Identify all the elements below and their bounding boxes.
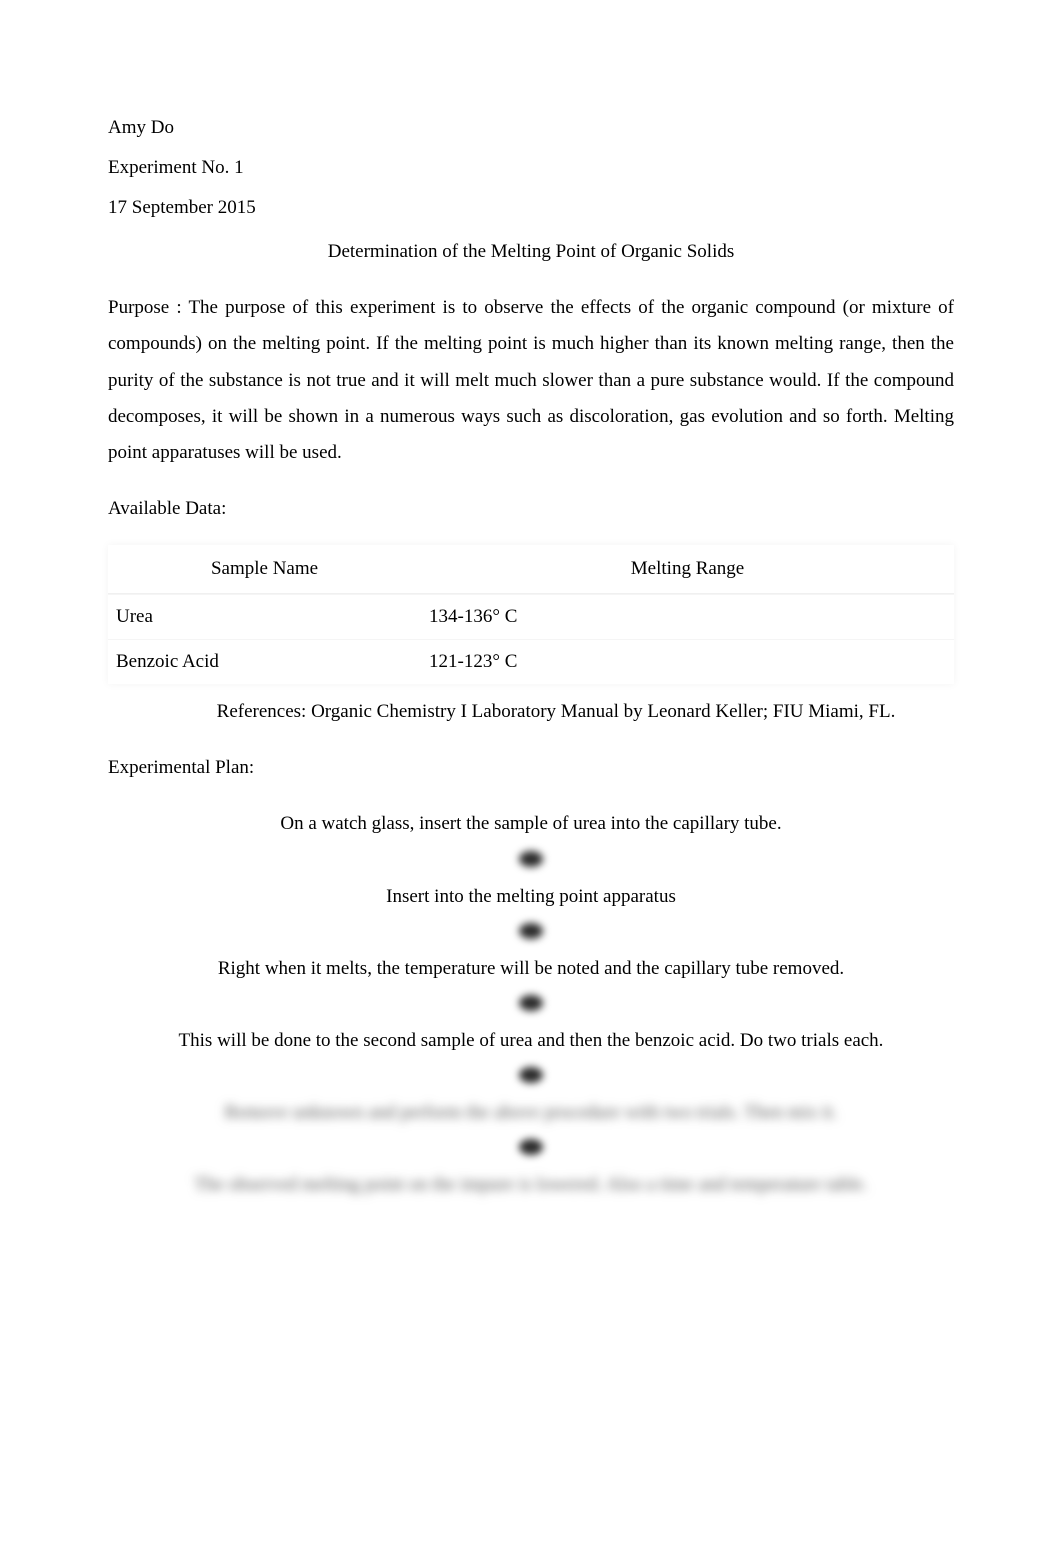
plan-step-blurred: The observed melting point on the impure… [108,1167,954,1203]
sample-name-cell: Urea [108,594,421,639]
melting-range-cell: 134-136° C [421,594,954,639]
table-row: Benzoic Acid 121-123° C [108,639,954,684]
table-row: Urea 134-136° C [108,594,954,639]
plan-step: On a watch glass, insert the sample of u… [108,806,954,842]
arrow-down-icon [516,851,546,871]
column-header-range: Melting Range [421,545,954,594]
plan-step: Right when it melts, the temperature wil… [108,951,954,987]
experimental-plan-label: Experimental Plan: [108,750,954,786]
plan-step: Insert into the melting point apparatus [108,879,954,915]
arrow-down-icon [516,923,546,943]
purpose-paragraph: Purpose : The purpose of this experiment… [108,290,954,470]
date: 17 September 2015 [108,190,954,226]
experiment-number: Experiment No. 1 [108,150,954,186]
arrow-down-icon [516,1139,546,1159]
purpose-label: Purpose : [108,297,188,318]
column-header-sample: Sample Name [108,545,421,594]
references-text: Organic Chemistry I Laboratory Manual by… [311,701,895,722]
references-label: References: [217,701,311,722]
arrow-down-icon [516,1067,546,1087]
author-name: Amy Do [108,110,954,146]
purpose-text: The purpose of this experiment is to obs… [108,297,954,462]
document-title: Determination of the Melting Point of Or… [108,234,954,270]
melting-range-table: Sample Name Melting Range Urea 134-136° … [108,545,954,684]
table-header-row: Sample Name Melting Range [108,545,954,594]
melting-range-cell: 121-123° C [421,639,954,684]
available-data-label: Available Data: [108,491,954,527]
plan-step-blurred: Remove unknown and perform the above pro… [108,1095,954,1131]
references-line: References: Organic Chemistry I Laborato… [108,694,954,730]
sample-name-cell: Benzoic Acid [108,639,421,684]
plan-step: This will be done to the second sample o… [108,1023,954,1059]
arrow-down-icon [516,995,546,1015]
